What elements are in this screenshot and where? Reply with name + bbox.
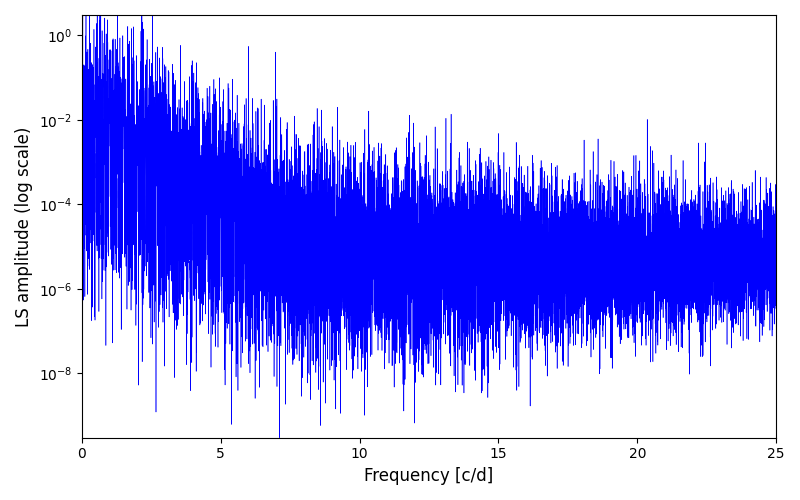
Y-axis label: LS amplitude (log scale): LS amplitude (log scale)	[15, 126, 33, 326]
X-axis label: Frequency [c/d]: Frequency [c/d]	[364, 467, 494, 485]
